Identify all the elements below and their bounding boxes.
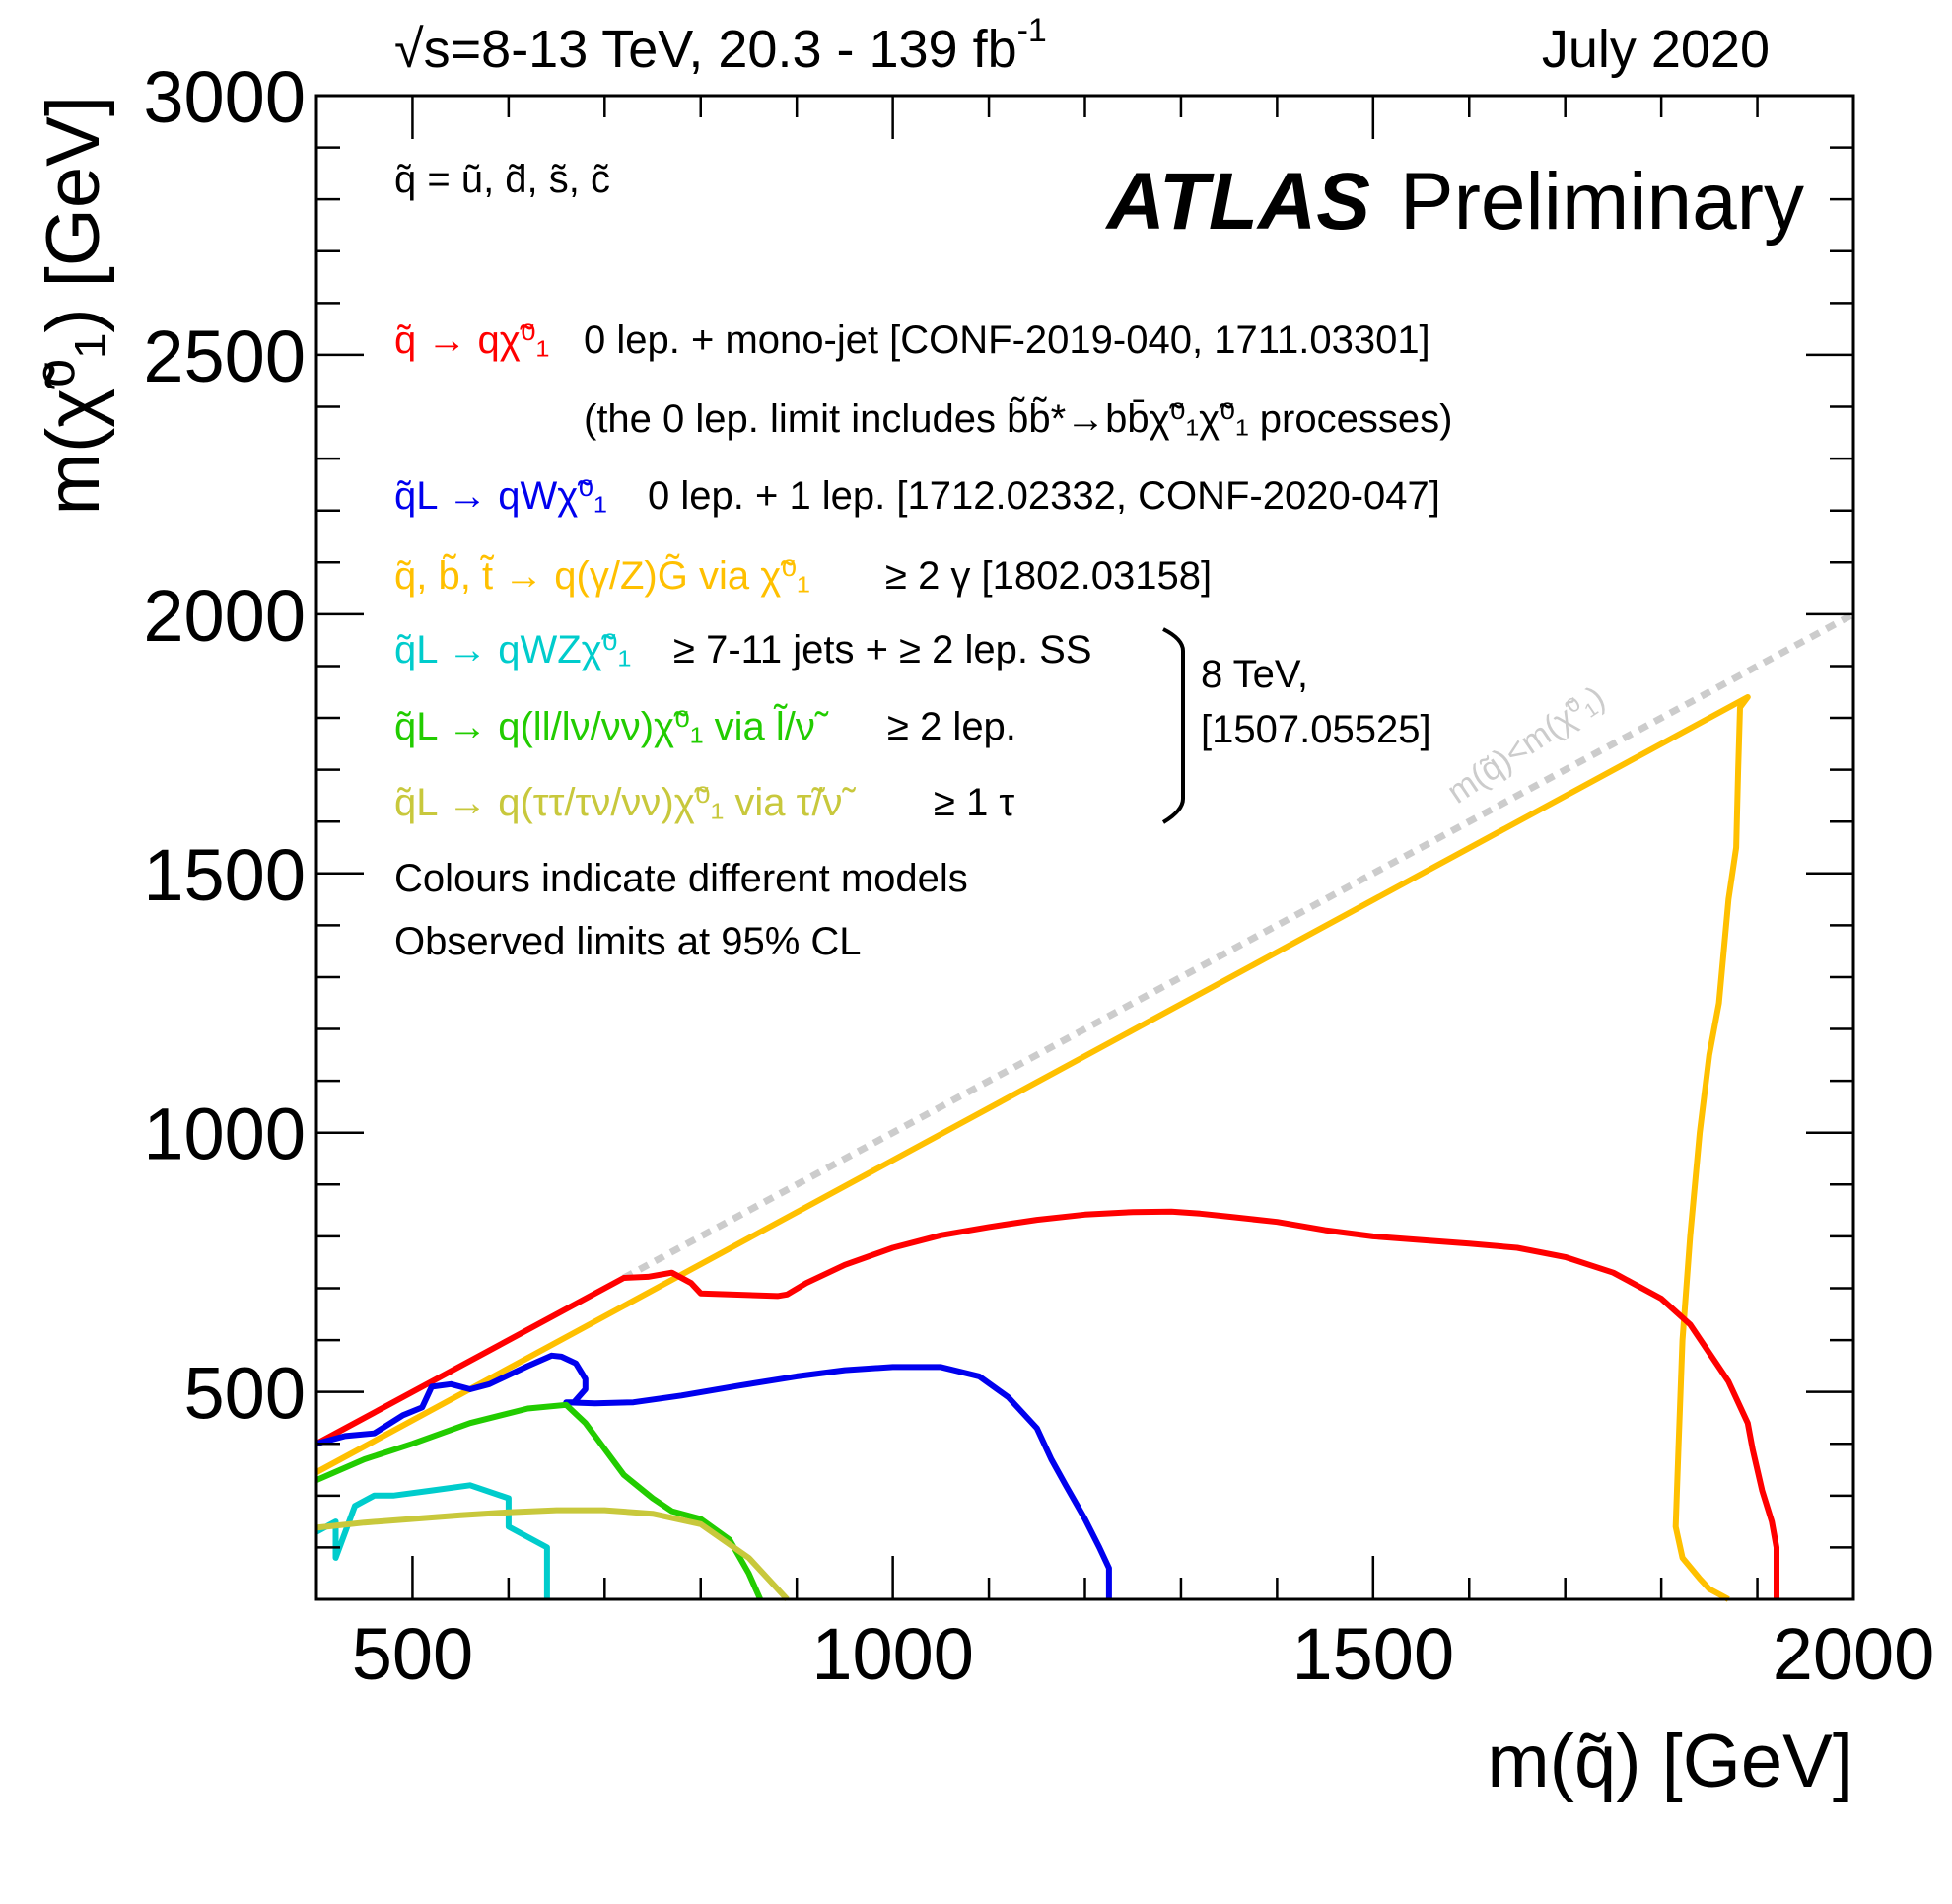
legend: q̃ = ũ, d̃, s̃, c̃ q̃ → qχ̃⁰₁ 0 lep. + m… bbox=[394, 158, 1452, 963]
legend-olive-process: q̃L → q(ττ/τν/νν)χ̃⁰₁ via τ̃/ν̃ bbox=[394, 781, 857, 824]
legend-olive-desc: ≥ 1 τ bbox=[934, 781, 1014, 824]
tick-marks bbox=[316, 94, 1855, 1599]
header-left: √s=8-13 TeV, 20.3 - 139 fb-1 bbox=[394, 12, 1047, 79]
legend-cyan-process: q̃L → qWZχ̃⁰₁ bbox=[394, 628, 631, 671]
atlas-preliminary: Preliminary bbox=[1400, 157, 1804, 247]
y-tick-label: 500 bbox=[184, 1353, 306, 1435]
legend-red-note: (the 0 lep. limit includes b̃b̃*→bb̄χ̃⁰₁… bbox=[584, 396, 1452, 441]
legend-blue-desc: 0 lep. + 1 lep. [1712.02332, CONF-2020-0… bbox=[648, 474, 1440, 518]
x-tick-labels: 500 1000 1500 2000 bbox=[352, 1613, 1935, 1695]
flavours-note: q̃ = ũ, d̃, s̃, c̃ bbox=[394, 158, 610, 201]
legend-cyan-desc: ≥ 7-11 jets + ≥ 2 lep. SS bbox=[673, 628, 1092, 671]
legend-red-process: q̃ → qχ̃⁰₁ bbox=[394, 318, 549, 362]
cl-note: Observed limits at 95% CL bbox=[394, 920, 862, 963]
series-line-olive bbox=[315, 1507, 790, 1602]
x-tick-label: 1500 bbox=[1292, 1613, 1455, 1695]
y-tick-label: 2000 bbox=[143, 575, 306, 657]
legend-orange-process: q̃, b̃, t̃ → q(γ/Z)G̃ via χ̃⁰₁ bbox=[394, 553, 810, 598]
y-axis-title: m(χ̃⁰₁) [GeV] bbox=[32, 96, 115, 515]
atlas-label: ATLAS Preliminary bbox=[1105, 157, 1804, 247]
header-right: July 2020 bbox=[1542, 20, 1770, 79]
y-tick-label: 1000 bbox=[143, 1093, 306, 1175]
series-group bbox=[314, 610, 1855, 1602]
series-line-orange bbox=[314, 694, 1751, 1602]
series-line-cyan bbox=[314, 1482, 550, 1599]
series-line-diagonal bbox=[622, 610, 1855, 1282]
atlas-bold: ATLAS bbox=[1105, 157, 1370, 247]
x-axis-title: m(q̃) [GeV] bbox=[1487, 1720, 1853, 1803]
colours-note: Colours indicate different models bbox=[394, 857, 968, 900]
legend-green-desc: ≥ 2 lep. bbox=[887, 705, 1016, 748]
y-tick-label: 2500 bbox=[143, 316, 306, 397]
y-tick-label: 1500 bbox=[143, 834, 306, 916]
y-tick-labels: 500 1000 1500 2000 2500 3000 bbox=[143, 56, 306, 1435]
series-line-red bbox=[314, 1208, 1779, 1599]
bracket-label-energy: 8 TeV, bbox=[1201, 653, 1308, 696]
legend-bracket bbox=[1161, 627, 1185, 824]
x-tick-label: 2000 bbox=[1773, 1613, 1935, 1695]
legend-orange-desc: ≥ 2 γ [1802.03158] bbox=[885, 554, 1212, 598]
legend-green-process: q̃L → q(ll/lν/νν)χ̃⁰₁ via l̃/ν̃ bbox=[394, 704, 829, 748]
series-line-green bbox=[314, 1401, 763, 1601]
y-tick-label: 3000 bbox=[143, 56, 306, 138]
series-line-blue bbox=[315, 1352, 1112, 1599]
bracket-label-ref: [1507.05525] bbox=[1201, 708, 1431, 751]
legend-red-desc: 0 lep. + mono-jet [CONF-2019-040, 1711.0… bbox=[584, 318, 1430, 362]
x-tick-label: 1000 bbox=[811, 1613, 974, 1695]
x-tick-label: 500 bbox=[352, 1613, 473, 1695]
legend-blue-process: q̃L → qWχ̃⁰₁ bbox=[394, 474, 607, 518]
